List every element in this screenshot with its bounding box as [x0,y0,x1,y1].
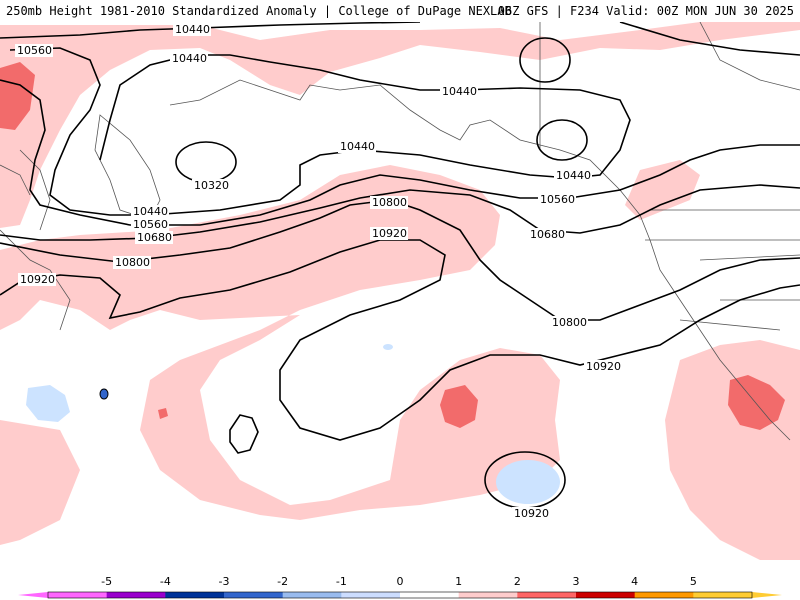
contour-label: 10440 [133,205,168,218]
colorbar-segment [458,592,518,598]
contour-label: 10680 [530,228,565,241]
colorbar-segment [341,592,401,598]
colorbar-ticks: -5 -4 -3 -2 -1 0 1 2 3 4 5 [101,575,697,588]
colorbar-segment [634,592,694,598]
colorbar-segment [224,592,284,598]
colorbar-segment [48,592,108,598]
contour-label: 10560 [133,218,168,231]
colorbar-segment [400,592,460,598]
colorbar: -5 -4 -3 -2 -1 0 1 2 3 4 5 [18,575,782,599]
colorbar-tick-label: 1 [455,575,462,588]
negative-anomaly-shading [26,344,560,504]
colorbar-segment [576,592,636,598]
contour-labels: 10440 10560 10440 10440 10440 10440 1032… [15,23,622,520]
positive-anomaly-shading [0,22,800,560]
colorbar-tick-label: -2 [277,575,288,588]
colorbar-tick-label: -1 [336,575,347,588]
contour-label: 10560 [17,44,52,57]
contour-label: 10440 [442,85,477,98]
colorbar-segment [282,592,342,598]
contour-label: 10920 [514,507,549,520]
contour-label: 10920 [20,273,55,286]
map-header: 250mb Height 1981-2010 Standardized Anom… [0,0,800,22]
colorbar-tick-label: 4 [631,575,638,588]
contour-label: 10920 [372,227,407,240]
colorbar-segment [106,592,166,598]
colorbar-tick-label: 3 [573,575,580,588]
contour-label: 10800 [115,256,150,269]
contour-label: 10440 [175,23,210,36]
colorbar-min-arrow [18,592,48,598]
colorbar-tick-label: -3 [219,575,230,588]
colorbar-segments [18,591,782,599]
colorbar-segment [165,592,225,598]
colorbar-tick-label: -4 [160,575,171,588]
colorbar-tick-label: -5 [101,575,112,588]
strong-positive-anomaly [0,62,785,430]
contour-label: 10680 [137,231,172,244]
model-run-info: 06Z GFS | F234 Valid: 00Z MON JUN 30 202… [497,4,794,18]
contour-label: 10920 [586,360,621,373]
contour-label: 10440 [340,140,375,153]
contour-label: 10560 [540,193,575,206]
contour-label: 10800 [372,196,407,209]
contour-label: 10440 [172,52,207,65]
colorbar-segment [693,592,753,598]
anomaly-map: 10440 10560 10440 10440 10440 10440 1032… [0,22,800,560]
contour-label: 10800 [552,316,587,329]
map-title: 250mb Height 1981-2010 Standardized Anom… [6,4,512,18]
colorbar-max-arrow [752,592,782,598]
colorbar-tick-label: 0 [397,575,404,588]
colorbar-tick-label: 5 [690,575,697,588]
colorbar-segment [517,592,577,598]
contour-label: 10440 [556,169,591,182]
colorbar-tick-label: 2 [514,575,521,588]
colorbar-outline [47,591,753,599]
contour-label: 10320 [194,179,229,192]
